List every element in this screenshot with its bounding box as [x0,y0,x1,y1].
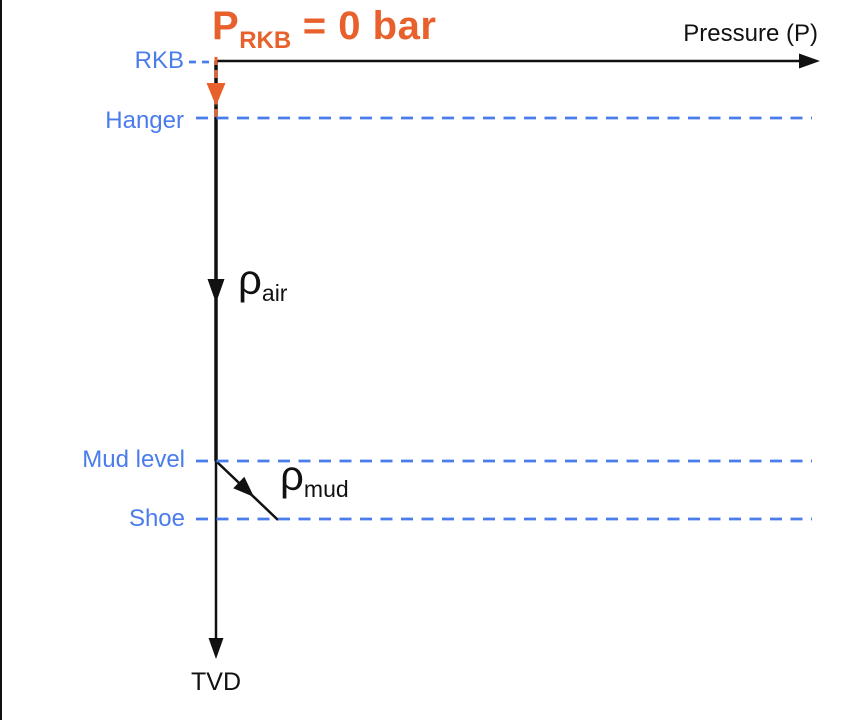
rkb-pressure-title: PRKB = 0 bar [212,4,436,55]
title-subscript: RKB [239,27,292,54]
mud-density-subscript: mud [303,476,349,502]
mud-gradient-arrowhead-icon [233,476,254,497]
title-symbol: P [212,4,240,48]
air-density-symbol: ρ [238,256,262,303]
depth-label-rkb: RKB [134,47,184,74]
air-gradient-arrowhead-icon [207,279,225,303]
tvd-axis-arrowhead-icon [208,638,224,659]
left-border-line [0,0,2,720]
air-density-annotation: ρair [238,256,287,307]
rkb-pressure-arrowhead-icon [206,83,226,106]
pressure-axis-arrowhead-icon [799,53,820,69]
tvd-axis-label: TVD [191,668,241,696]
mud-density-symbol: ρ [280,452,304,499]
mud-density-annotation: ρmud [280,452,349,503]
title-value: = 0 bar [291,4,437,48]
depth-label-mud-level: Mud level [82,446,185,473]
pressure-axis-label: Pressure (P) [683,20,818,47]
depth-label-shoe: Shoe [128,505,185,532]
air-density-subscript: air [261,280,288,306]
depth-label-hanger: Hanger [105,107,184,134]
